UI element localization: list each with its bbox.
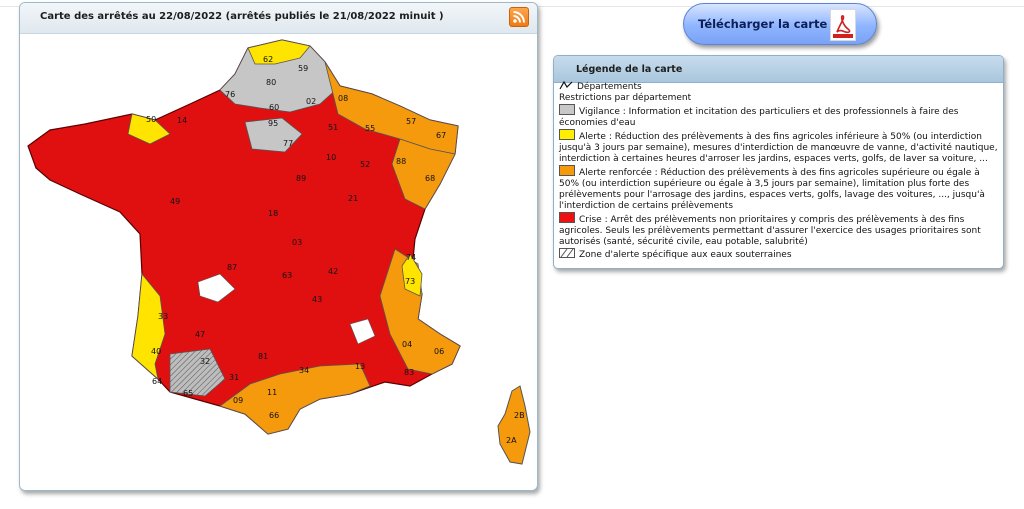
dept-label-09: 09 [233,396,243,405]
north-yellow-zone[interactable] [247,39,311,65]
dept-label-02: 02 [306,97,316,106]
legend-departements-row: Départements [559,80,999,93]
dept-label-13: 13 [355,362,365,371]
dept-label-68: 68 [425,174,435,183]
brittany-yellow-zone[interactable] [127,113,171,145]
dept-label-04: 04 [402,340,412,349]
southwest-yellow-zone[interactable] [131,272,166,381]
groundwater-hatch-icon [559,248,575,258]
dept-label-57: 57 [406,117,416,126]
dept-label-34: 34 [299,366,309,375]
dept-label-83: 83 [404,368,414,377]
dept-label-51: 51 [328,123,338,132]
white-zone-massif [349,318,376,345]
legend-restrictions-heading: Restrictions par département [559,93,692,103]
dept-label-67: 67 [436,131,446,140]
east-orange-zone[interactable] [391,138,456,210]
south-orange-zone[interactable] [219,363,371,435]
dept-label-14: 14 [177,116,187,125]
dept-label-81: 81 [258,352,268,361]
paris-vigilance-zone[interactable] [244,117,303,153]
dept-label-63: 63 [282,271,292,280]
dept-label-33: 33 [158,312,168,321]
dept-label-88: 88 [396,157,406,166]
legend-header: Légende de la carte [554,56,1003,83]
legend-panel: Légende de la carte Départements Restric… [553,55,1004,269]
dept-label-55: 55 [365,124,375,133]
dept-label-49: 49 [170,197,180,206]
dept-label-73: 73 [405,277,415,286]
download-map-button[interactable]: Télécharger la carte [683,3,877,45]
dept-label-40: 40 [151,347,161,356]
crise-text: Crise : Arrêt des prélèvements non prior… [559,215,981,247]
dept-label-95: 95 [268,119,278,128]
dept-label-65: 65 [183,389,193,398]
dept-label-77: 77 [283,139,293,148]
map-panel: Carte des arrêtés au 22/08/2022 (arrêtés… [19,2,538,491]
crise-swatch [559,212,575,223]
map-header: Carte des arrêtés au 22/08/2022 (arrêtés… [20,3,537,34]
alerte-renforcee-swatch [559,165,575,176]
dept-label-08: 08 [338,94,348,103]
groundwater-text: Zone d'alerte spécifique aux eaux souter… [579,250,792,260]
dept-label-59: 59 [298,64,308,73]
dept-label-60: 60 [269,103,279,112]
departements-line-icon [559,80,573,90]
dept-label-31: 31 [229,373,239,382]
department-labels: 62 59 80 76 02 08 60 14 50 95 51 57 67 55 77 10 52 88 68 89… [146,55,525,445]
dept-label-80: 80 [266,78,276,87]
legend-item-vigilance: Vigilance : Information et incitation de… [559,104,999,129]
pdf-icon [830,9,856,41]
dept-label-32: 32 [200,357,210,366]
alerte-swatch [559,129,575,140]
dept-label-2B: 2B [514,411,525,420]
dept-label-03: 03 [292,238,302,247]
dept-label-11: 11 [267,388,277,397]
dept-label-66: 66 [269,411,279,420]
download-map-label: Télécharger la carte [698,17,828,31]
legend-departements-label: Départements [577,82,642,92]
legend-item-groundwater: Zone d'alerte spécifique aux eaux souter… [559,248,999,261]
north-orange-zone[interactable] [324,61,459,155]
legend-body: Départements Restrictions par départemen… [559,80,999,261]
france-map[interactable]: 62 59 80 76 02 08 60 14 50 95 51 57 67 55 77 10 52 88 68 89… [20,34,537,490]
dept-label-76: 76 [225,90,235,99]
rss-icon[interactable] [509,7,529,27]
dept-label-10: 10 [326,153,336,162]
dept-label-64: 64 [152,377,162,386]
alps-orange-zone[interactable] [379,248,461,375]
dept-label-43: 43 [312,295,322,304]
dept-label-2A: 2A [506,436,517,445]
legend-title: Légende de la carte [576,64,683,75]
dept-label-21: 21 [348,194,358,203]
white-zone-center [197,273,236,303]
dept-label-87: 87 [227,263,237,272]
dept-label-89: 89 [296,174,306,183]
southwest-hatch-overlay [170,349,225,396]
vigilance-swatch [559,104,575,115]
alerte-text: Alerte : Réduction des prélèvements à de… [559,132,998,164]
legend-item-alerte: Alerte : Réduction des prélèvements à de… [559,129,999,165]
dept-label-62: 62 [263,55,273,64]
dept-label-52: 52 [360,160,370,169]
dept-label-06: 06 [434,347,444,356]
dept-label-74: 74 [406,253,416,262]
alerte-renforcee-text: Alerte renforcée : Réduction des prélève… [559,168,985,211]
alps-yellow-zone[interactable] [401,253,423,297]
vigilance-text: Vigilance : Information et incitation de… [559,107,959,128]
dept-label-18: 18 [268,209,278,218]
dept-label-47: 47 [195,330,205,339]
legend-item-crise: Crise : Arrêt des prélèvements non prior… [559,212,999,248]
dept-label-42: 42 [328,267,338,276]
legend-item-alerte-renforcee: Alerte renforcée : Réduction des prélève… [559,165,999,212]
corsica[interactable] [497,385,531,465]
dept-label-50: 50 [146,115,156,124]
map-title: Carte des arrêtés au 22/08/2022 (arrêtés… [40,11,444,22]
